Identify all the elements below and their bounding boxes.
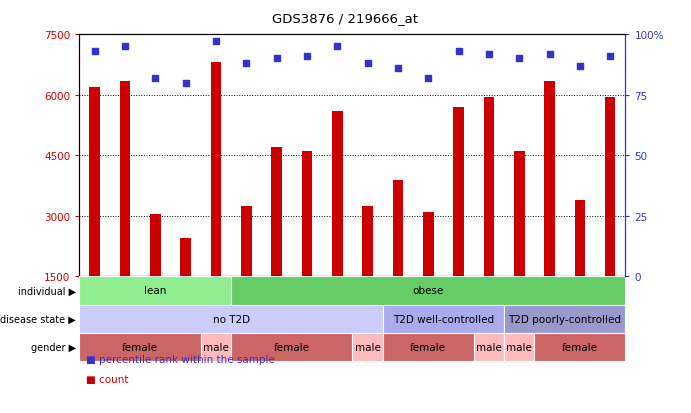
Bar: [392, 180, 404, 337]
Bar: [453, 108, 464, 337]
Bar: [231, 333, 352, 361]
Bar: [332, 112, 343, 337]
Text: obese: obese: [413, 286, 444, 296]
Bar: [201, 333, 231, 361]
Bar: [231, 277, 625, 305]
Bar: [352, 333, 383, 361]
Text: GDS3876 / 219666_at: GDS3876 / 219666_at: [272, 12, 419, 25]
Bar: [362, 206, 373, 337]
Point: [332, 44, 343, 50]
Bar: [150, 214, 160, 337]
Bar: [504, 305, 625, 333]
Bar: [605, 97, 616, 337]
Bar: [383, 333, 474, 361]
Bar: [120, 81, 131, 337]
Text: female: female: [274, 342, 310, 352]
Point: [513, 56, 524, 63]
Bar: [272, 148, 282, 337]
Text: female: female: [410, 342, 446, 352]
Text: ■ count: ■ count: [86, 374, 129, 384]
Point: [89, 49, 100, 55]
Text: ■ percentile rank within the sample: ■ percentile rank within the sample: [86, 354, 275, 364]
Bar: [79, 277, 231, 305]
Bar: [474, 333, 504, 361]
Bar: [514, 152, 524, 337]
Bar: [211, 63, 221, 337]
Text: disease state ▶: disease state ▶: [0, 314, 76, 324]
Point: [605, 54, 616, 60]
Bar: [89, 88, 100, 337]
Bar: [534, 333, 625, 361]
Bar: [79, 333, 201, 361]
Point: [120, 44, 131, 50]
Point: [453, 49, 464, 55]
Text: male: male: [203, 342, 229, 352]
Point: [180, 80, 191, 87]
Bar: [79, 305, 383, 333]
Point: [392, 66, 404, 72]
Point: [574, 63, 585, 70]
Text: male: male: [354, 342, 381, 352]
Text: no T2D: no T2D: [213, 314, 249, 324]
Point: [423, 75, 434, 82]
Point: [271, 56, 282, 63]
Point: [301, 54, 312, 60]
Bar: [423, 212, 433, 337]
Bar: [484, 97, 494, 337]
Text: female: female: [562, 342, 598, 352]
Bar: [241, 206, 252, 337]
Bar: [180, 238, 191, 337]
Text: male: male: [507, 342, 532, 352]
Bar: [383, 305, 504, 333]
Point: [483, 51, 494, 58]
Point: [362, 61, 373, 67]
Text: T2D well-controlled: T2D well-controlled: [392, 314, 494, 324]
Text: gender ▶: gender ▶: [31, 342, 76, 352]
Text: individual ▶: individual ▶: [18, 286, 76, 296]
Text: female: female: [122, 342, 158, 352]
Point: [210, 39, 221, 46]
Bar: [301, 152, 312, 337]
Text: male: male: [476, 342, 502, 352]
Text: T2D poorly-controlled: T2D poorly-controlled: [508, 314, 621, 324]
Bar: [574, 200, 585, 337]
Bar: [545, 81, 555, 337]
Point: [544, 51, 555, 58]
Bar: [504, 333, 534, 361]
Text: lean: lean: [144, 286, 167, 296]
Point: [240, 61, 252, 67]
Point: [150, 75, 161, 82]
